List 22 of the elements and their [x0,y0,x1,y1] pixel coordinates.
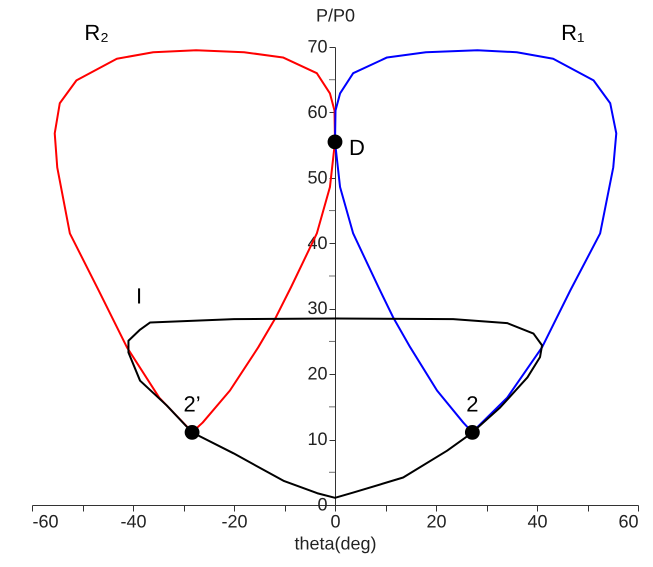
y-tick-label: 20 [307,364,328,384]
annotation: 2’ [184,391,201,416]
x-tick-label: 60 [618,512,638,532]
y-tick-label: 70 [307,36,328,56]
y-axis-title: P/P0 [316,6,356,26]
x-axis-title: theta(deg) [294,534,377,554]
series-label: R₂ [84,20,109,45]
y-tick-label: 60 [307,102,328,122]
series-label: R₁ [561,20,584,45]
x-tick-label: -60 [32,512,59,532]
y-tick-label: 30 [307,298,328,318]
y-tick-label: 10 [307,429,328,450]
line-series [127,318,544,499]
x-tick-label: 20 [426,512,447,532]
y-tick-label: 50 [307,167,328,188]
annotation: 2 [466,391,478,416]
x-tick-label: 0 [330,512,341,532]
x-tick-label: -20 [221,512,248,532]
x-tick-label: -40 [120,512,147,532]
series-label: I [136,283,142,308]
x-tick-label: 40 [527,512,548,532]
annotation: D [349,134,365,160]
